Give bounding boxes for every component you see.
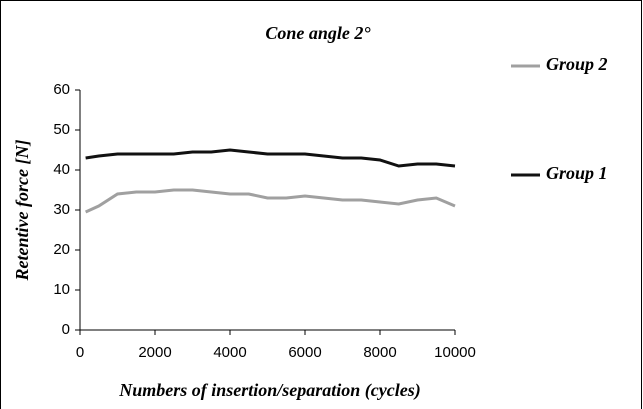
x-axis-label: Numbers of insertion/separation (cycles): [118, 380, 421, 401]
y-tick-label: 20: [53, 241, 70, 258]
y-tick-label: 30: [53, 201, 70, 218]
x-tick-label: 4000: [213, 344, 246, 361]
x-tick-label: 10000: [434, 344, 476, 361]
series-line: [85, 148, 456, 168]
y-tick-label: 60: [53, 81, 70, 98]
legend-label: Group 2: [546, 54, 608, 74]
x-tick-label: 6000: [288, 344, 321, 361]
legend-label: Group 1: [546, 163, 608, 183]
chart-title: Cone angle 2°: [265, 23, 371, 43]
y-tick-label: 50: [53, 121, 70, 138]
y-tick-label: 0: [62, 321, 70, 338]
y-axis-label: Retentive force [N]: [12, 140, 32, 282]
x-tick-label: 2000: [138, 344, 171, 361]
y-tick-label: 40: [53, 161, 70, 178]
x-tick-label: 8000: [363, 344, 396, 361]
y-tick-label: 10: [53, 281, 70, 298]
series-line: [85, 188, 456, 214]
x-tick-label: 0: [76, 344, 84, 361]
